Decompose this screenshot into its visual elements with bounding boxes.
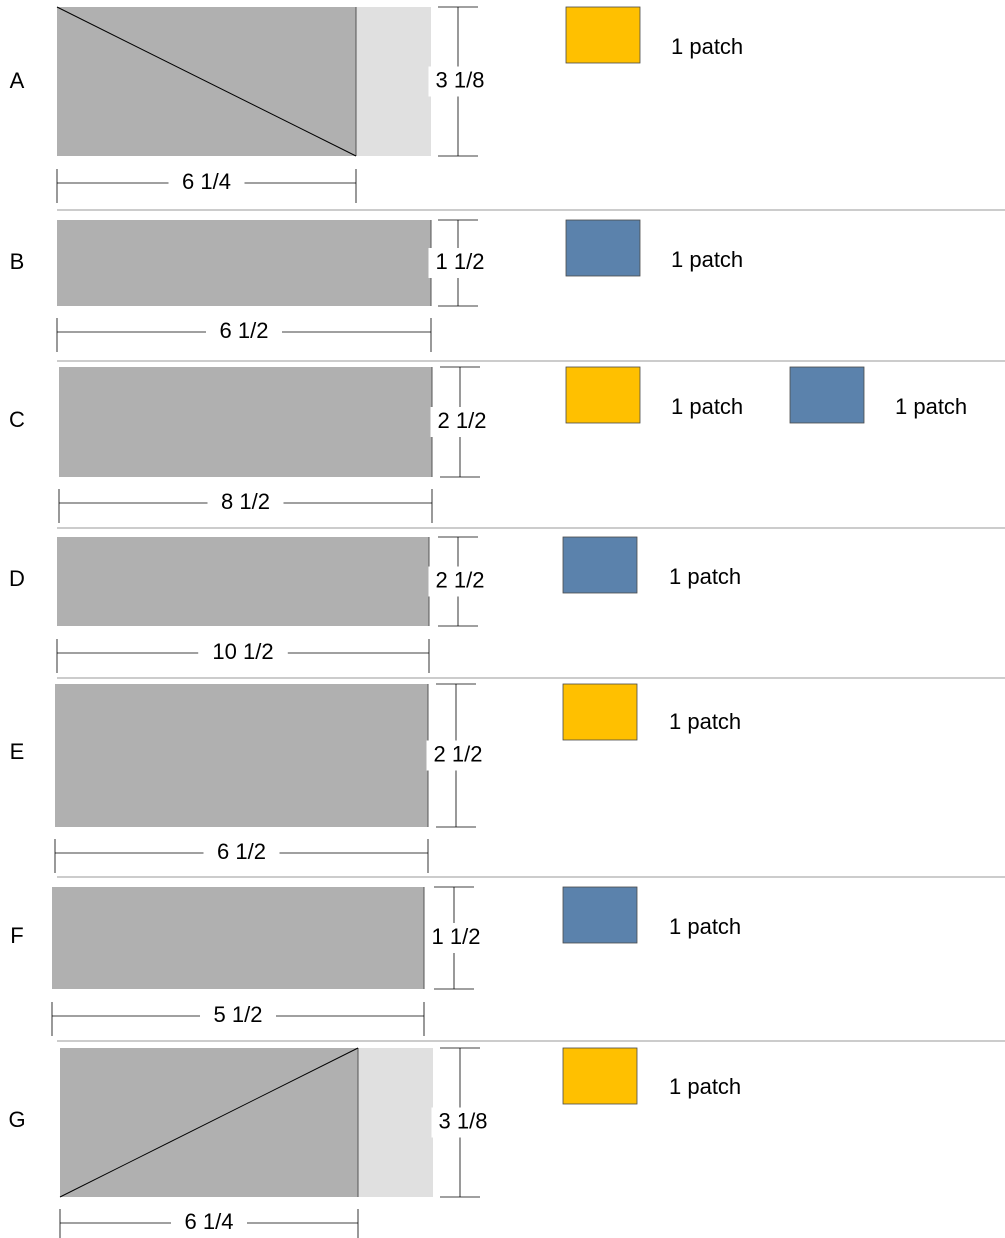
height-label: 3 1/8: [436, 67, 485, 92]
piece-d: D 2 1/2 10 1/2 1 patch: [9, 536, 741, 673]
patch-count-label: 1 patch: [671, 34, 743, 59]
width-label-background: [198, 640, 288, 666]
width-label-background: [171, 1210, 247, 1236]
yellow-fabric-swatch: [562, 683, 638, 741]
height-dimension: 1 1/2: [428, 219, 492, 307]
height-dimension: 2 1/2: [426, 683, 490, 828]
fabric-patch-yellow: 1 patch: [562, 683, 741, 741]
width-dimension: 6 1/4: [59, 1209, 359, 1238]
patch-count-label: 1 patch: [671, 247, 743, 272]
height-label: 1 1/2: [432, 924, 481, 949]
patch-count-label: 1 patch: [895, 394, 967, 419]
width-label-background: [206, 319, 282, 345]
height-label-background: [428, 566, 492, 597]
height-label-background: [424, 923, 488, 953]
piece-f: F 1 1/2 5 1/2 1 patch: [10, 886, 741, 1036]
yellow-fabric-swatch: [565, 366, 641, 424]
piece-letter: G: [8, 1107, 25, 1132]
height-dimension: 3 1/8: [431, 1047, 495, 1198]
piece-extension: [358, 1048, 433, 1197]
width-label: 6 1/4: [185, 1209, 234, 1234]
width-label: 8 1/2: [221, 489, 270, 514]
width-dimension: 8 1/2: [58, 489, 433, 523]
patch-count-label: 1 patch: [669, 914, 741, 939]
height-label: 1 1/2: [436, 249, 485, 274]
patch-count-label: 1 patch: [669, 564, 741, 589]
height-label-background: [428, 66, 492, 97]
height-label: 2 1/2: [434, 741, 483, 766]
piece-rect: [55, 684, 428, 827]
height-label-background: [426, 740, 490, 771]
piece-c: C 2 1/2 8 1/2 1 patch 1 patch: [9, 366, 967, 523]
piece-rect: [59, 367, 432, 477]
width-dimension: 5 1/2: [51, 1002, 425, 1036]
width-label-background: [168, 170, 245, 196]
width-label-background: [207, 490, 284, 516]
piece-rect: [57, 537, 429, 626]
piece-letter: D: [9, 566, 25, 591]
piece-letter: B: [10, 249, 25, 274]
piece-letter: F: [10, 923, 23, 948]
piece-rect: [52, 887, 424, 989]
yellow-fabric-swatch: [562, 1047, 638, 1105]
fabric-patch-yellow: 1 patch: [565, 6, 743, 64]
piece-g: G 3 1/8 6 1/4 1 patch: [8, 1047, 741, 1238]
height-dimension: 1 1/2: [424, 886, 488, 990]
width-dimension: 6 1/2: [56, 318, 432, 352]
fabric-patch-blue: 1 patch: [562, 536, 741, 594]
width-label: 6 1/2: [217, 839, 266, 864]
fabric-patch-yellow: 1 patch: [565, 366, 743, 424]
piece-b: B 1 1/2 6 1/2 1 patch: [10, 219, 743, 352]
patch-count-label: 1 patch: [669, 709, 741, 734]
blue-fabric-swatch: [789, 366, 865, 424]
height-label: 2 1/2: [436, 567, 485, 592]
diagonal-cut-line: [59, 1047, 359, 1198]
width-label: 5 1/2: [214, 1002, 263, 1027]
height-label-background: [430, 407, 494, 437]
fabric-patch-blue: 1 patch: [562, 886, 741, 944]
fabric-patch-yellow: 1 patch: [562, 1047, 741, 1105]
width-dimension: 6 1/2: [54, 839, 429, 873]
height-label: 2 1/2: [438, 408, 487, 433]
width-label: 6 1/4: [182, 169, 231, 194]
height-dimension: 2 1/2: [430, 366, 494, 478]
height-dimension: 3 1/8: [428, 6, 492, 157]
piece-a: A 3 1/8 6 1/4 1 patch: [10, 6, 743, 203]
height-dimension: 2 1/2: [428, 536, 492, 627]
width-dimension: 10 1/2: [56, 639, 430, 673]
patch-count-label: 1 patch: [669, 1074, 741, 1099]
fabric-patch-blue: 1 patch: [789, 366, 967, 424]
height-label: 3 1/8: [439, 1108, 488, 1133]
height-label-background: [431, 1107, 495, 1138]
piece-extension: [356, 7, 431, 156]
width-dimension: 6 1/4: [56, 169, 357, 203]
yellow-fabric-swatch: [565, 6, 641, 64]
blue-fabric-swatch: [565, 219, 641, 277]
piece-letter: C: [9, 407, 25, 432]
piece-letter: A: [10, 68, 25, 93]
diagonal-cut-line: [56, 6, 357, 157]
piece-e: E 2 1/2 6 1/2 1 patch: [10, 683, 741, 873]
patch-count-label: 1 patch: [671, 394, 743, 419]
blue-fabric-swatch: [562, 886, 638, 944]
width-label: 6 1/2: [220, 318, 269, 343]
width-label-background: [203, 840, 280, 866]
blue-fabric-swatch: [562, 536, 638, 594]
piece-rect: [57, 220, 431, 306]
piece-letter: E: [10, 739, 25, 764]
height-label-background: [428, 248, 492, 278]
width-label-background: [200, 1003, 276, 1029]
fabric-patch-blue: 1 patch: [565, 219, 743, 277]
width-label: 10 1/2: [212, 639, 273, 664]
